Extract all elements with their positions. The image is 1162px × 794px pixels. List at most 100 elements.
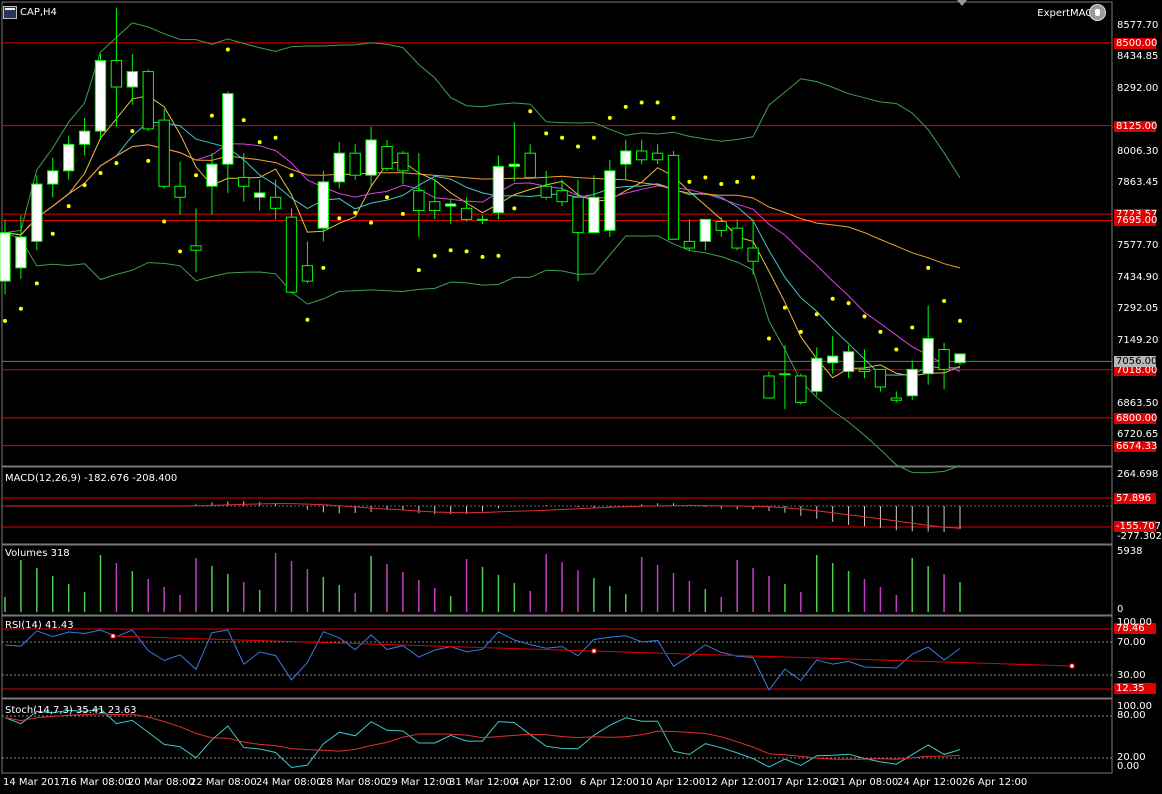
volumes-label: Volumes 318 — [5, 548, 70, 559]
candle-body — [78, 130, 91, 145]
psar-dot — [751, 175, 756, 180]
candle-body — [126, 71, 139, 88]
psar-dot — [846, 301, 851, 306]
psar-dot — [576, 144, 580, 149]
rsi-line — [4, 629, 961, 691]
psar-dot — [369, 220, 374, 225]
candle-body — [285, 216, 298, 293]
time-axis-label: 24 Apr 12:00 — [897, 777, 963, 788]
price-axis-label: 7863.45 — [1117, 177, 1159, 189]
price-line-tag: 8125.00 — [1114, 120, 1158, 132]
candle-body — [524, 152, 536, 178]
psar-dot — [289, 173, 294, 178]
trendline-handle — [1069, 663, 1075, 669]
candle-body — [381, 146, 393, 170]
price-axis-label: 7434.90 — [1117, 271, 1159, 283]
psar-dot — [798, 329, 803, 334]
psar-dot — [34, 281, 39, 286]
psar-dot — [337, 216, 342, 221]
candle-body — [31, 183, 43, 242]
volume-axis-top: 5938 — [1117, 546, 1143, 557]
rsi-tag-high: 78.46 — [1114, 623, 1156, 634]
candle-body — [604, 170, 616, 231]
time-axis-label: 12 Apr 12:00 — [705, 777, 771, 788]
psar-dot — [607, 115, 612, 120]
shift-marker-icon[interactable] — [957, 0, 967, 6]
candle-body — [476, 218, 489, 221]
psar-dot — [958, 318, 962, 323]
psar-dot — [18, 306, 23, 311]
psar-dot — [591, 135, 596, 140]
candle-body — [954, 353, 966, 364]
expert-advisor-label[interactable]: ExpertMACD — [1037, 8, 1100, 19]
psar-dot — [178, 249, 183, 254]
psar-dot — [162, 219, 167, 224]
price-axis-label: 7577.70 — [1117, 240, 1159, 252]
candle-body — [715, 221, 727, 231]
time-axis-label: 17 Apr 12:00 — [770, 777, 836, 788]
stoch-axis-0: 0.00 — [1117, 761, 1140, 772]
candle-body — [444, 203, 457, 207]
price-axis-label: 7292.05 — [1117, 303, 1159, 315]
current-price-tag: 7056.00 — [1114, 356, 1158, 368]
volumes-pane — [1, 544, 1113, 616]
price-line-tag: 8500.00 — [1114, 37, 1158, 49]
rsi-axis-100: 100.00 — [1117, 617, 1152, 628]
time-axis-label: 4 Apr 12:00 — [513, 777, 572, 788]
psar-dot — [782, 305, 787, 310]
candle-body — [397, 152, 409, 172]
candle-body — [460, 207, 473, 220]
candle-body — [795, 375, 807, 403]
psar-dot — [321, 265, 326, 270]
stoch-label: Stoch(14,7,3) 35.41 23.63 — [5, 705, 137, 716]
rsi-pane — [1, 615, 1113, 699]
psar-dot — [894, 347, 899, 352]
candle-body — [47, 170, 59, 185]
time-axis-label: 28 Mar 08:00 — [320, 777, 387, 788]
psar-dot — [655, 100, 660, 105]
candle-body — [365, 139, 377, 176]
candle-body — [15, 236, 27, 269]
price-axis-label: 8006.30 — [1117, 145, 1159, 157]
ma-5 — [4, 95, 961, 379]
candle-body — [429, 201, 441, 212]
psar-dot — [735, 179, 740, 184]
candle-body — [206, 163, 218, 187]
psar-dot — [942, 298, 947, 303]
candle-body — [938, 349, 950, 370]
psar-dot — [544, 131, 549, 136]
candle-body — [174, 185, 186, 198]
rsi-axis-70: 70.00 — [1117, 637, 1146, 648]
expert-advisor-icon[interactable] — [1089, 4, 1106, 21]
candle-body — [333, 152, 345, 183]
candle-body — [110, 60, 123, 88]
psar-dot — [82, 183, 87, 188]
psar-dot — [273, 135, 278, 140]
psar-dot — [130, 129, 135, 134]
psar-dot — [862, 314, 867, 319]
candle-body — [142, 71, 154, 130]
candle-body — [572, 196, 584, 234]
psar-dot — [878, 329, 883, 334]
macd-signal — [5, 503, 961, 529]
psar-dot — [926, 265, 931, 270]
candle-body — [747, 247, 759, 262]
price-axis-label: 8434.85 — [1117, 51, 1159, 63]
candle-body — [683, 240, 696, 249]
candle-body — [158, 119, 170, 187]
psar-dot — [416, 268, 421, 273]
candle-body — [190, 245, 202, 251]
price-line-tag: 7018.00 — [1114, 364, 1158, 376]
psar-dot — [385, 195, 389, 200]
main-pane — [1, 1, 1113, 467]
candle-body — [763, 375, 775, 399]
candle-body — [635, 150, 648, 161]
psar-dot — [623, 104, 628, 109]
rsi-label: RSI(14) 41.43 — [5, 620, 74, 631]
candle-body — [94, 60, 107, 132]
psar-dot — [353, 210, 358, 215]
psar-dot — [767, 336, 771, 341]
psar-dot — [719, 182, 724, 187]
candle-body — [922, 337, 934, 375]
